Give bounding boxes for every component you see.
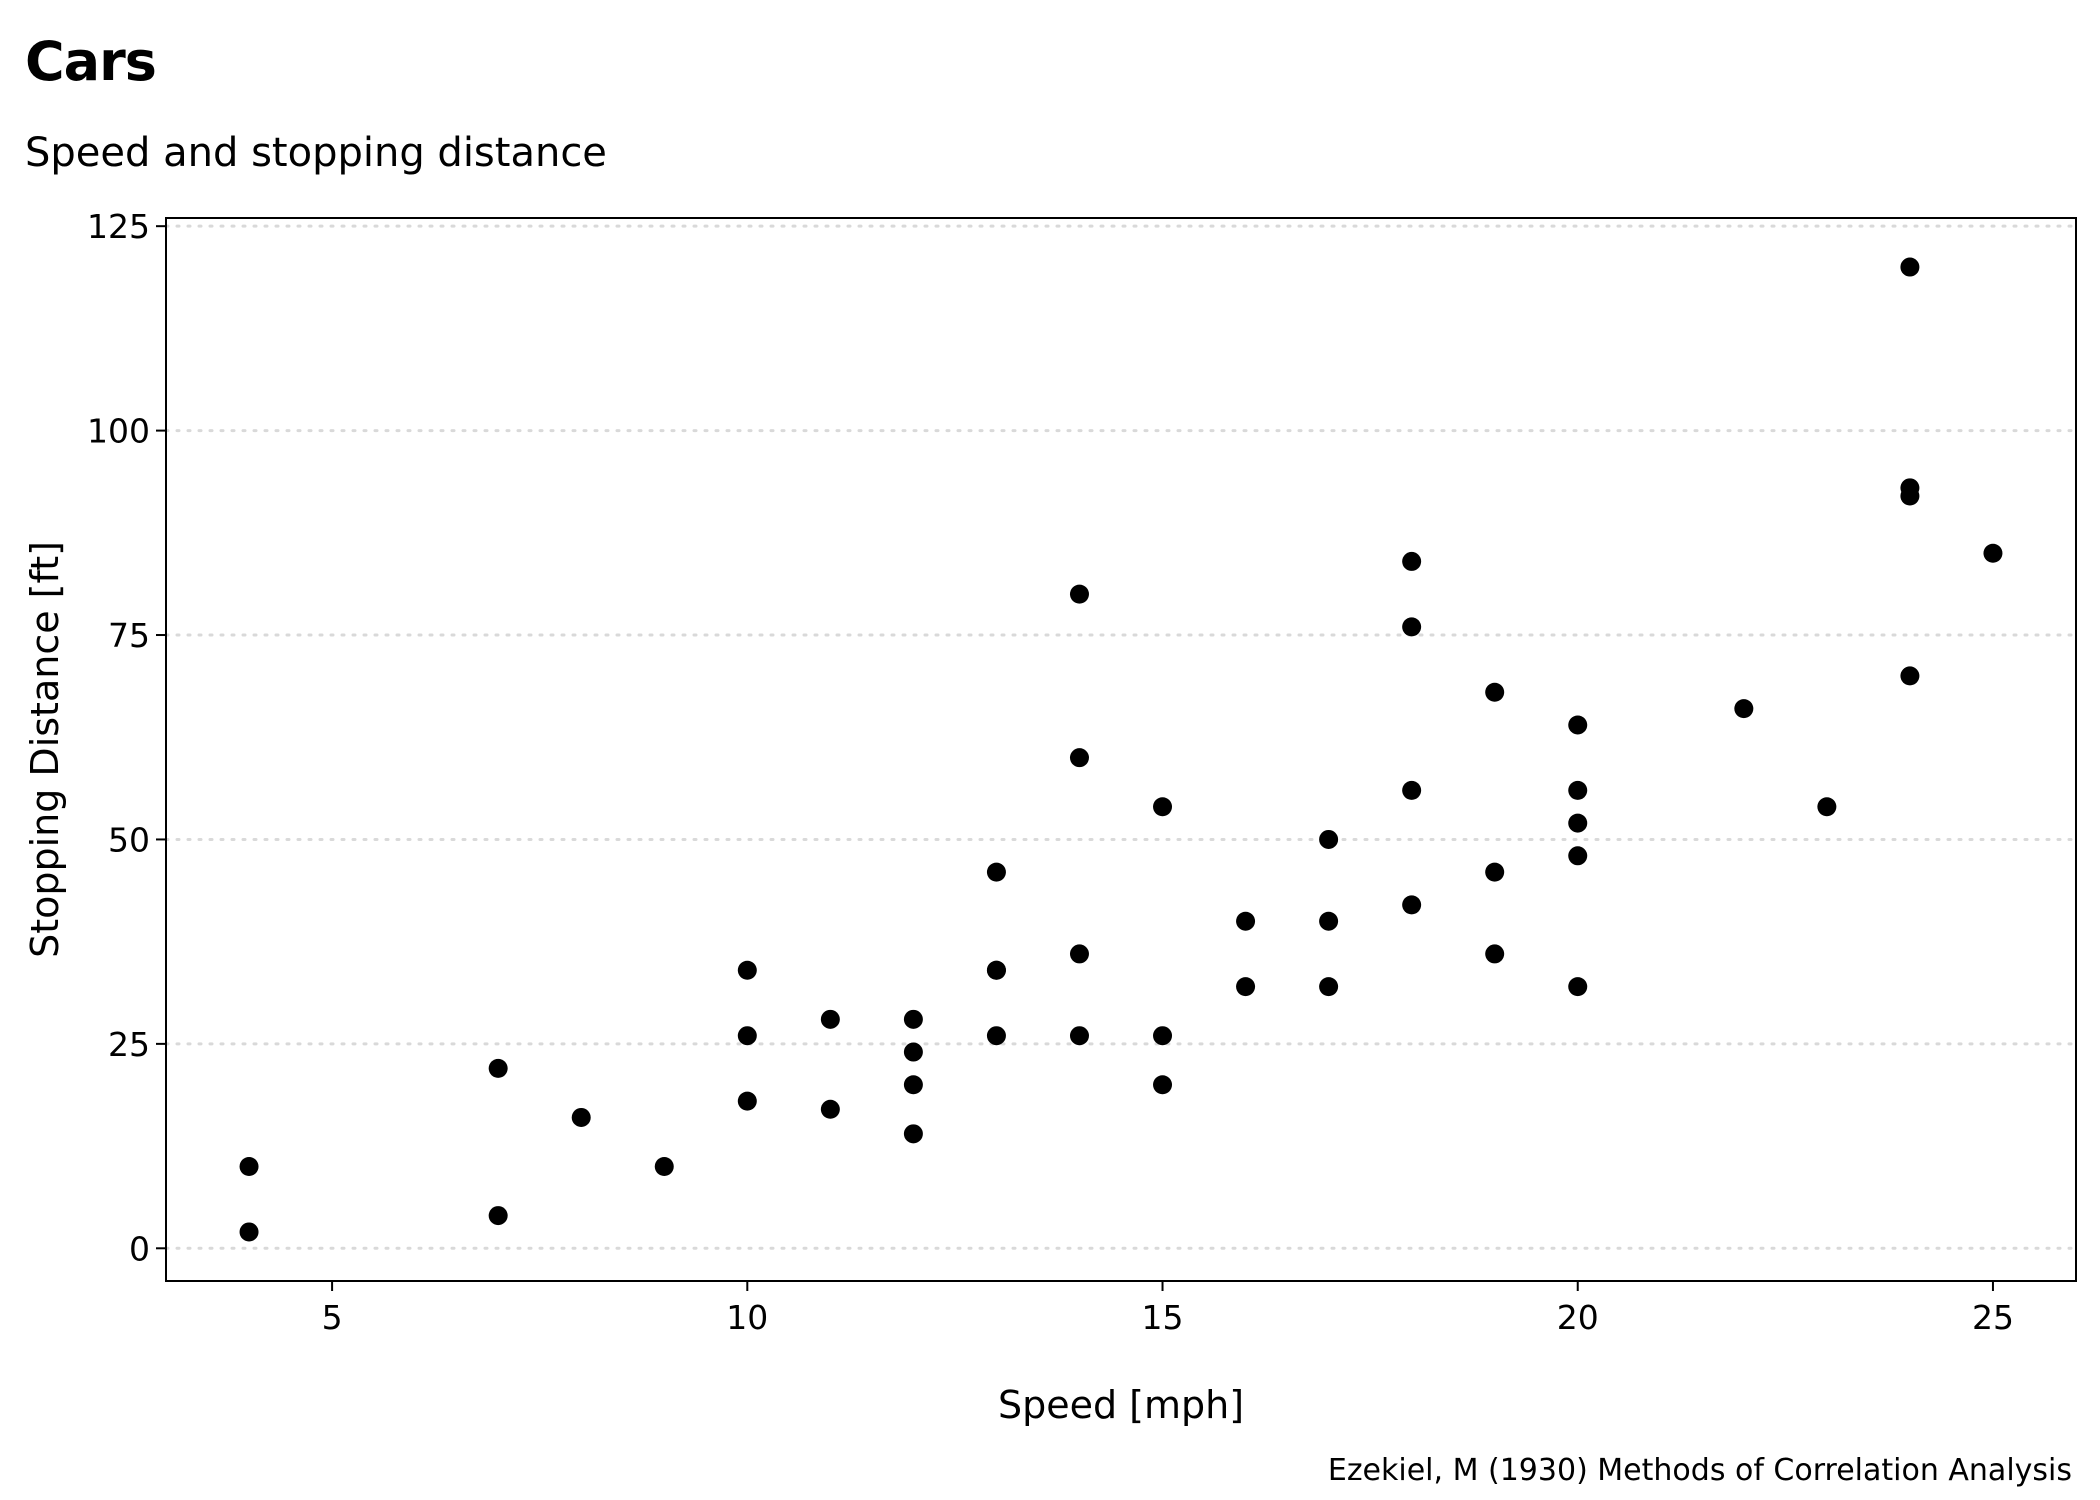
data-point — [737, 1091, 757, 1111]
x-tick-label: 10 — [726, 1298, 768, 1337]
data-point — [1734, 699, 1754, 719]
data-point — [1568, 715, 1588, 735]
axes: 0 25 50 75 100 125 5 10 15 20 25 — [87, 207, 2014, 1337]
data-point — [1069, 748, 1089, 768]
y-tick-label: 100 — [87, 412, 150, 451]
data-point — [1153, 797, 1173, 817]
data-point — [239, 1157, 259, 1177]
data-point — [1236, 911, 1256, 931]
x-tick-label: 15 — [1142, 1298, 1184, 1337]
data-point — [1900, 666, 1920, 686]
y-tick-label: 50 — [108, 820, 150, 859]
data-point — [986, 960, 1006, 980]
data-point — [1485, 944, 1505, 964]
plot-panel — [165, 217, 2077, 1282]
y-tick-label: 125 — [87, 207, 150, 246]
chart-subtitle: Speed and stopping distance — [25, 130, 607, 176]
x-tick-label: 20 — [1557, 1298, 1599, 1337]
data-points — [239, 257, 2003, 1242]
data-point — [1900, 478, 1920, 498]
y-tick-label: 75 — [108, 616, 150, 655]
data-point — [986, 862, 1006, 882]
data-point — [820, 1099, 840, 1119]
data-point — [903, 1124, 923, 1144]
data-point — [654, 1157, 674, 1177]
data-point — [1402, 551, 1422, 571]
data-point — [1153, 1075, 1173, 1095]
data-point — [1069, 584, 1089, 604]
data-point — [1319, 911, 1339, 931]
data-point — [1153, 1026, 1173, 1046]
y-tick-label: 25 — [108, 1025, 150, 1064]
data-point — [488, 1206, 508, 1226]
data-point — [903, 1075, 923, 1095]
data-point — [1402, 780, 1422, 800]
data-point — [1983, 543, 2003, 563]
data-point — [903, 1009, 923, 1029]
data-point — [1485, 682, 1505, 702]
data-point — [571, 1107, 591, 1127]
data-point — [1568, 846, 1588, 866]
data-point — [1402, 895, 1422, 915]
data-point — [1319, 829, 1339, 849]
data-point — [1900, 257, 1920, 277]
y-axis-title: Stopping Distance [ft] — [23, 541, 67, 958]
chart-title: Cars — [25, 30, 157, 93]
data-point — [1568, 813, 1588, 833]
data-point — [1568, 780, 1588, 800]
x-tick-label: 5 — [322, 1298, 343, 1337]
data-point — [1568, 977, 1588, 997]
y-tick-label: 0 — [129, 1229, 150, 1268]
data-point — [737, 960, 757, 980]
x-tick-label: 25 — [1972, 1298, 2014, 1337]
data-point — [1069, 1026, 1089, 1046]
data-point — [1817, 797, 1837, 817]
data-point — [1069, 944, 1089, 964]
data-point — [737, 1026, 757, 1046]
data-point — [488, 1058, 508, 1078]
data-point — [1485, 862, 1505, 882]
x-axis-title: Speed [mph] — [998, 1383, 1244, 1427]
data-point — [986, 1026, 1006, 1046]
data-point — [903, 1042, 923, 1062]
data-point — [1236, 977, 1256, 997]
data-point — [820, 1009, 840, 1029]
data-point — [1319, 977, 1339, 997]
data-point — [239, 1222, 259, 1242]
chart-caption: Ezekiel, M (1930) Methods of Correlation… — [1327, 1453, 2072, 1488]
gridlines — [164, 224, 2078, 1250]
data-point — [1402, 617, 1422, 637]
